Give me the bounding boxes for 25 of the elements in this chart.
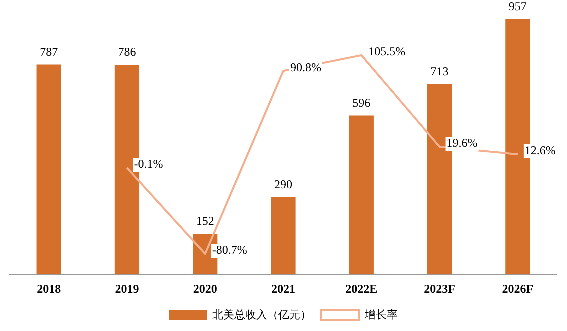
bar <box>271 197 296 275</box>
x-tick-label: 2019 <box>115 282 140 296</box>
data-label: 786 <box>118 45 136 60</box>
data-label: 105.5% <box>368 44 406 59</box>
bar <box>36 64 62 275</box>
data-label: 787 <box>40 44 58 59</box>
data-label: 713 <box>430 64 449 79</box>
data-label: 12.6% <box>524 144 556 158</box>
legend-label: 北美总收入（亿元） <box>212 308 312 322</box>
x-tick-label: 2021 <box>272 282 296 296</box>
data-label: 90.8% <box>290 60 322 74</box>
x-tick-label: 2023F <box>424 282 456 296</box>
x-tick-label: 2022E <box>346 282 378 296</box>
x-tick-label: 2026F <box>502 282 534 296</box>
data-label: 957 <box>508 0 527 14</box>
x-tick-label: 2020 <box>193 282 218 296</box>
data-label: 152 <box>196 214 214 228</box>
data-label: 19.6% <box>446 136 478 150</box>
data-label: -0.1% <box>134 157 164 172</box>
data-label: 596 <box>352 96 371 110</box>
x-tick-label: 2018 <box>37 282 62 296</box>
bar <box>349 116 374 275</box>
data-label: 290 <box>274 177 292 192</box>
data-label: -80.7% <box>212 243 248 258</box>
legend-label: 增长率 <box>364 308 398 322</box>
